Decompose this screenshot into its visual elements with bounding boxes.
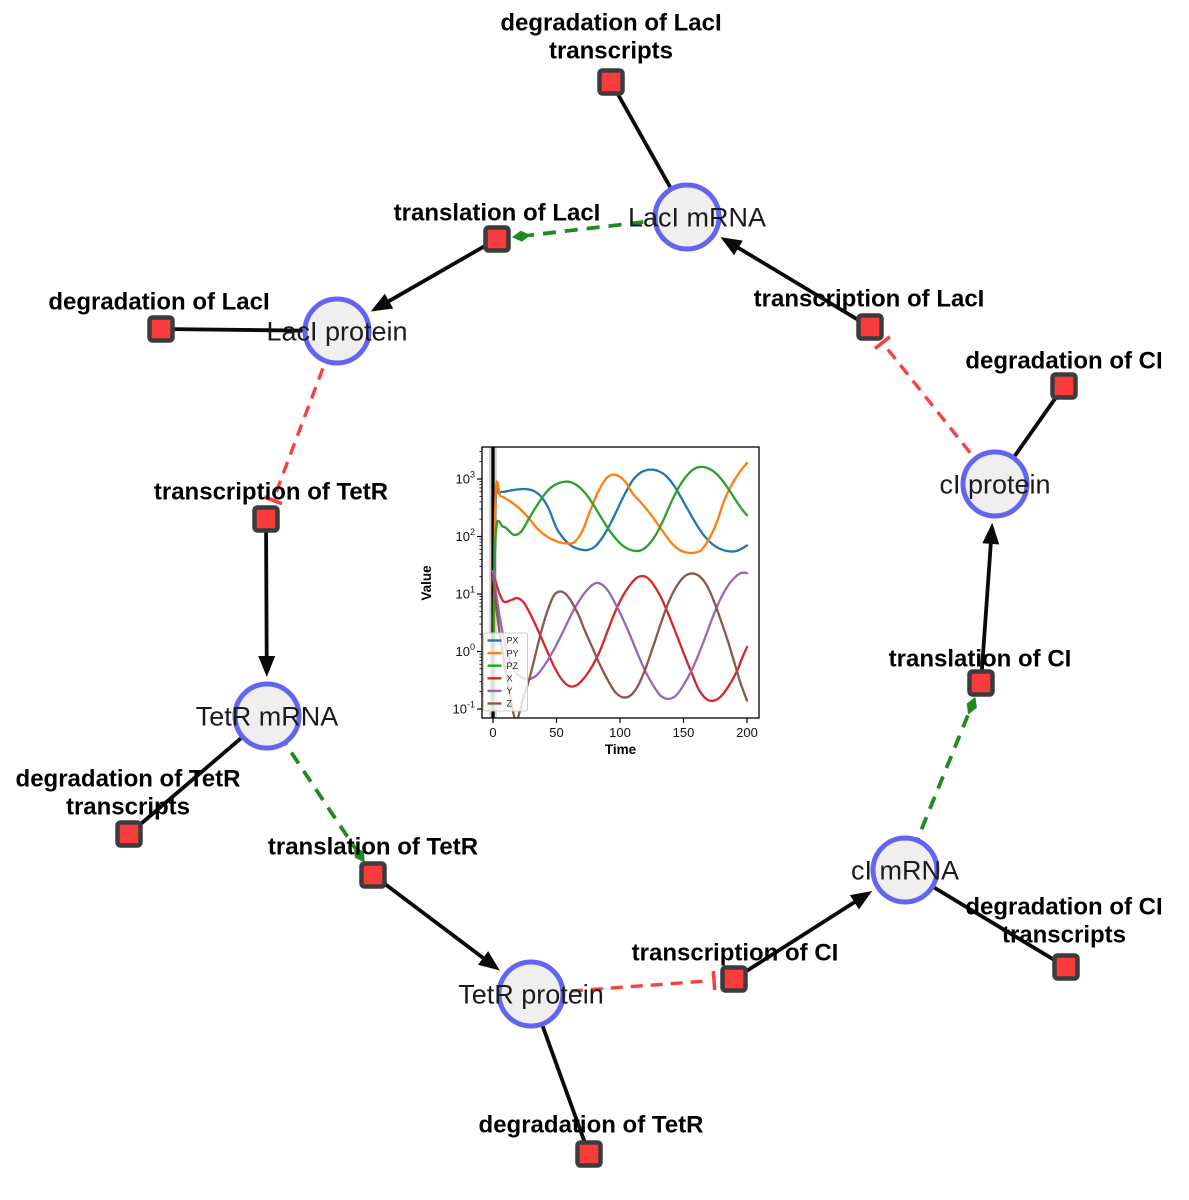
reaction-label-transl_laci: translation of LacI [394, 200, 601, 227]
arrowhead-icon [982, 522, 1000, 545]
species-node-tetr_protein [496, 959, 566, 1029]
edge-production-transl_ci-ci_protein [979, 537, 994, 684]
reaction-node-deg_tetr_tx [115, 820, 143, 848]
reaction-label-deg_laci_tx: transcripts [549, 38, 673, 65]
legend-label-Z: Z [507, 699, 513, 709]
series-line-PX [491, 468, 749, 711]
series-line-PZ [491, 465, 749, 711]
series-line-X [491, 569, 749, 702]
species-node-laci_protein [302, 296, 372, 366]
edge-production-txn_ci-ci_mrna [732, 897, 861, 981]
species-node-ci_protein [960, 449, 1030, 519]
legend-label-PX: PX [507, 636, 519, 646]
inhibition-bar-icon [873, 335, 892, 350]
reaction-node-deg_ci_tx [1052, 953, 1080, 981]
series-line-Z [491, 572, 749, 718]
y-axis-title: Value [419, 565, 434, 601]
species-label-laci_mrna: LacI mRNA [628, 203, 766, 233]
plot-legend: PX PY PZ XYZ [483, 632, 528, 712]
reaction-label-deg_tetr: degradation of TetR [479, 1112, 704, 1139]
reaction-label-deg_laci_tx: degradation of LacI [500, 10, 721, 37]
reaction-label-transl_tetr: translation of TetR [268, 834, 478, 861]
x-tick-label: 50 [549, 725, 563, 740]
species-label-ci_protein: cI protein [939, 470, 1050, 500]
edge-production-txn_laci-laci_mrna [732, 243, 871, 329]
species-node-ci_mrna [870, 835, 940, 905]
y-tick-label: 101 [456, 585, 475, 602]
edge-production-transl_tetr-tetr_protein [371, 873, 490, 964]
species-node-laci_mrna [652, 182, 722, 252]
reaction-node-transl_ci [967, 669, 995, 697]
network-nodes-layer [115, 68, 1080, 1168]
modifier-arrowhead-icon [966, 696, 977, 715]
reaction-node-deg_tetr [575, 1140, 603, 1168]
reaction-label-deg_ci: degradation of CI [965, 348, 1162, 375]
edge-production-transl_laci-laci_protein [382, 237, 498, 306]
reaction-label-txn_tetr: transcription of TetR [154, 479, 388, 506]
inhibition-bar-icon [263, 495, 283, 506]
network-labels-layer: LacI mRNA LacI protein TetR mRNA TetR prote… [16, 10, 1163, 1139]
y-tick-label: 10-1 [453, 700, 475, 717]
legend-box [483, 632, 528, 712]
reaction-label-transl_ci: translation of CI [889, 646, 1072, 673]
reaction-node-txn_laci [856, 313, 884, 341]
legend-label-PY: PY [507, 648, 519, 658]
edge-production-txn_tetr-tetr_mrna [264, 518, 269, 663]
reaction-label-deg_tetr_tx: degradation of TetR [16, 766, 241, 793]
arrowhead-icon [477, 951, 500, 971]
reaction-label-txn_laci: transcription of LacI [754, 286, 985, 313]
inhibition-bar-icon [711, 970, 717, 991]
modifier-arrowhead-icon [354, 846, 365, 863]
x-tick-label: 150 [673, 725, 695, 740]
y-tick-label: 102 [456, 527, 475, 544]
legend-label-PZ: PZ [507, 661, 519, 671]
x-axis-title: Time [605, 742, 637, 757]
arrowhead-icon [720, 237, 743, 256]
species-label-laci_protein: LacI protein [266, 317, 407, 347]
x-tick-label: 0 [489, 725, 496, 740]
reaction-node-deg_ci [1050, 372, 1078, 400]
plot-curves-layer [491, 461, 749, 718]
reaction-node-txn_ci [720, 965, 748, 993]
reaction-label-txn_ci: transcription of CI [632, 940, 839, 967]
reaction-node-transl_tetr [359, 861, 387, 889]
legend-label-Y: Y [507, 686, 513, 696]
species-label-tetr_mrna: TetR mRNA [196, 702, 339, 732]
modifier-arrowhead-icon [511, 230, 531, 242]
reaction-label-deg_ci_tx: degradation of CI [965, 894, 1162, 921]
arrowhead-icon [258, 655, 276, 678]
arrowhead-icon [849, 890, 873, 910]
reaction-label-deg_ci_tx: transcripts [1002, 922, 1126, 949]
legend-label-X: X [507, 674, 513, 684]
y-tick-label: 100 [456, 642, 475, 659]
reaction-label-deg_tetr_tx: transcripts [66, 794, 190, 821]
series-line-PY [491, 461, 749, 711]
species-node-tetr_mrna [232, 681, 302, 751]
reaction-node-deg_laci [147, 315, 175, 343]
x-tick-label: 100 [609, 725, 631, 740]
x-tick-label: 200 [736, 725, 758, 740]
reaction-node-txn_tetr [252, 505, 280, 533]
reaction-label-deg_laci: degradation of LacI [48, 289, 269, 316]
reaction-node-deg_laci_tx [597, 68, 625, 96]
inset-timecourse-plot: 0 50 100 150 20010310210110010-1TimeValuePXP… [419, 446, 760, 757]
reaction-node-transl_laci [483, 225, 511, 253]
species-label-ci_mrna: cI mRNA [851, 856, 959, 886]
y-tick-label: 103 [456, 470, 475, 487]
arrowhead-icon [370, 293, 394, 312]
species-label-tetr_protein: TetR protein [458, 980, 604, 1010]
